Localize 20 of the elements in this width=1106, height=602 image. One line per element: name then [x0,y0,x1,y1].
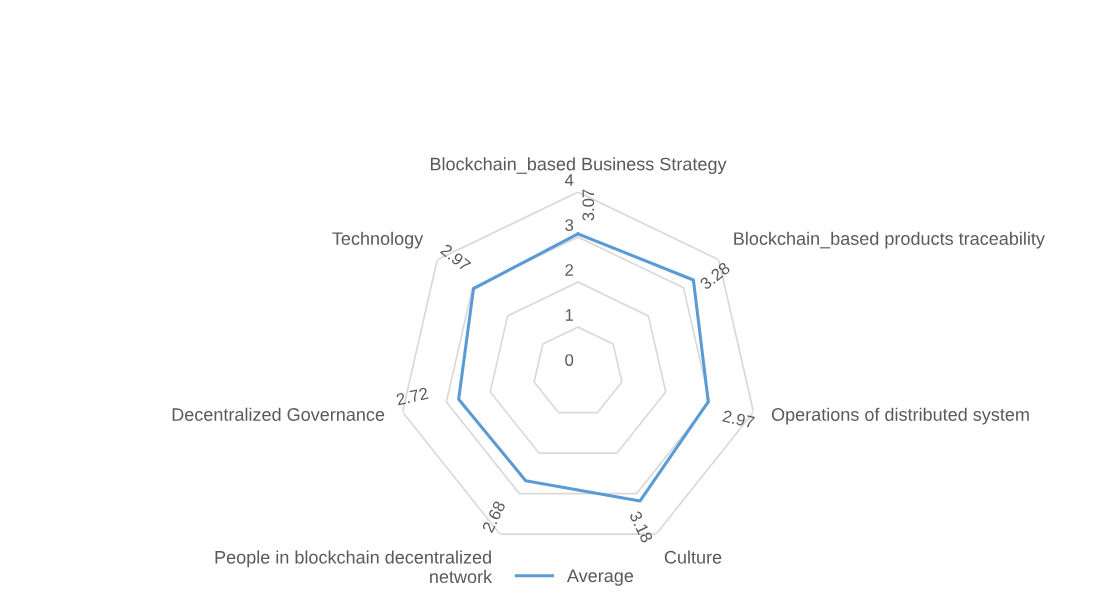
spoke-label: Culture [664,550,722,564]
spoke-label: Blockchain_based products traceability [734,231,1045,249]
y-tick-label: 0 [565,354,574,366]
data-label: 2.68 [481,500,506,534]
y-tick-label: 1 [565,309,574,321]
data-label: 3.07 [582,189,595,221]
legend-label: Average [566,569,634,586]
data-label: 2.72 [395,387,429,406]
spoke-label: Blockchain_based Business Strategy [430,157,727,174]
data-label: 3.18 [629,510,654,544]
y-tick-label: 2 [565,264,573,276]
spoke-label: Decentralized Governance [172,407,385,421]
data-label: 3.28 [699,261,731,291]
y-tick-label: 3 [565,219,574,231]
y-tick-label: 4 [564,174,574,186]
spoke-label: People in blockchain decentralized network [215,550,493,584]
data-label: 2.97 [722,410,755,429]
spoke-label: Technology [332,231,424,249]
spoke-label: Operations of distributed system [771,407,1029,425]
data-label: 2.97 [439,243,472,272]
